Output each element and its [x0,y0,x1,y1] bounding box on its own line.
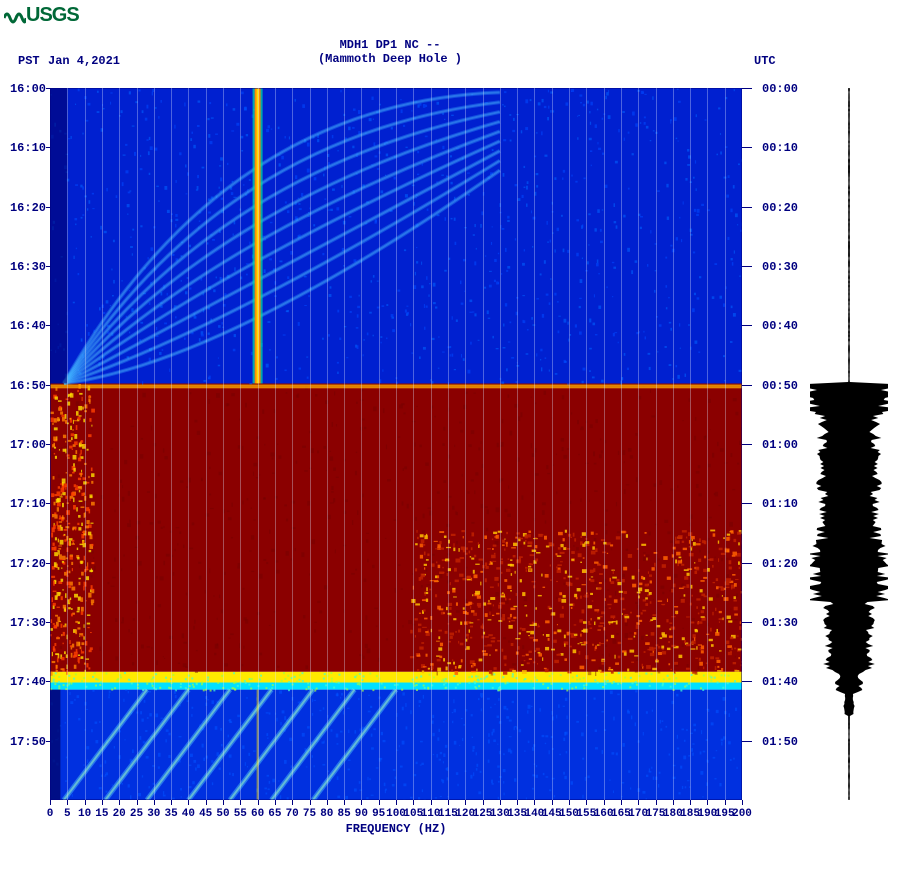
freq-tick-label: 200 [732,808,752,820]
pst-tick-label: 16:00 [10,82,46,96]
pst-tick-label: 16:50 [10,379,46,393]
usgs-wave-icon [4,8,26,24]
utc-tick-label: 00:30 [762,260,798,274]
freq-tick-label: 20 [113,808,126,820]
freq-tick-label: 50 [216,808,229,820]
freq-tick-label: 0 [47,808,54,820]
pst-tick-label: 17:20 [10,557,46,571]
utc-tick-label: 01:00 [762,438,798,452]
utc-tick-label: 01:30 [762,616,798,630]
pst-tick-label: 17:50 [10,735,46,749]
freq-tick-label: 65 [268,808,281,820]
freq-tick-label: 40 [182,808,195,820]
freq-tick-label: 25 [130,808,143,820]
spectrogram-plot [50,88,742,800]
utc-tick-label: 01:50 [762,735,798,749]
freq-tick-label: 35 [164,808,177,820]
freq-tick-label: 5 [64,808,71,820]
x-axis-label: FREQUENCY (HZ) [50,822,742,836]
utc-tick-label: 00:40 [762,319,798,333]
freq-tick-label: 75 [303,808,316,820]
freq-tick-label: 45 [199,808,212,820]
amplitude-waveform [810,88,888,800]
header-line1: MDH1 DP1 NC -- [0,38,780,52]
freq-tick-label: 10 [78,808,91,820]
freq-tick-label: 15 [95,808,108,820]
logo-text: USGS [26,4,79,26]
pst-tick-label: 16:40 [10,319,46,333]
utc-tick-label: 01:20 [762,557,798,571]
pst-tick-label: 16:10 [10,141,46,155]
freq-tick-label: 90 [355,808,368,820]
utc-time-axis: 00:0000:1000:2000:3000:4000:5001:0001:10… [754,88,798,800]
freq-tick-label: 80 [320,808,333,820]
pst-tick-label: 17:40 [10,675,46,689]
pst-tick-label: 17:30 [10,616,46,630]
utc-tick-label: 00:10 [762,141,798,155]
utc-tick-label: 01:40 [762,675,798,689]
utc-tick-label: 00:00 [762,82,798,96]
freq-tick-label: 60 [251,808,264,820]
date-label: Jan 4,2021 [48,54,120,68]
right-timezone-label: UTC [754,54,776,68]
pst-tick-label: 16:20 [10,201,46,215]
left-timezone-label: PST [18,54,40,68]
utc-tick-label: 01:10 [762,497,798,511]
freq-tick-label: 30 [147,808,160,820]
usgs-logo: USGS [4,4,79,27]
freq-tick-label: 85 [337,808,350,820]
pst-time-axis: 16:0016:1016:2016:3016:4016:5017:0017:10… [10,88,48,800]
utc-tick-label: 00:50 [762,379,798,393]
pst-tick-label: 16:30 [10,260,46,274]
freq-tick-label: 70 [286,808,299,820]
pst-tick-label: 17:10 [10,497,46,511]
pst-tick-label: 17:00 [10,438,46,452]
freq-tick-label: 95 [372,808,385,820]
waveform-canvas [810,88,888,800]
freq-tick-label: 55 [234,808,247,820]
utc-tick-label: 00:20 [762,201,798,215]
